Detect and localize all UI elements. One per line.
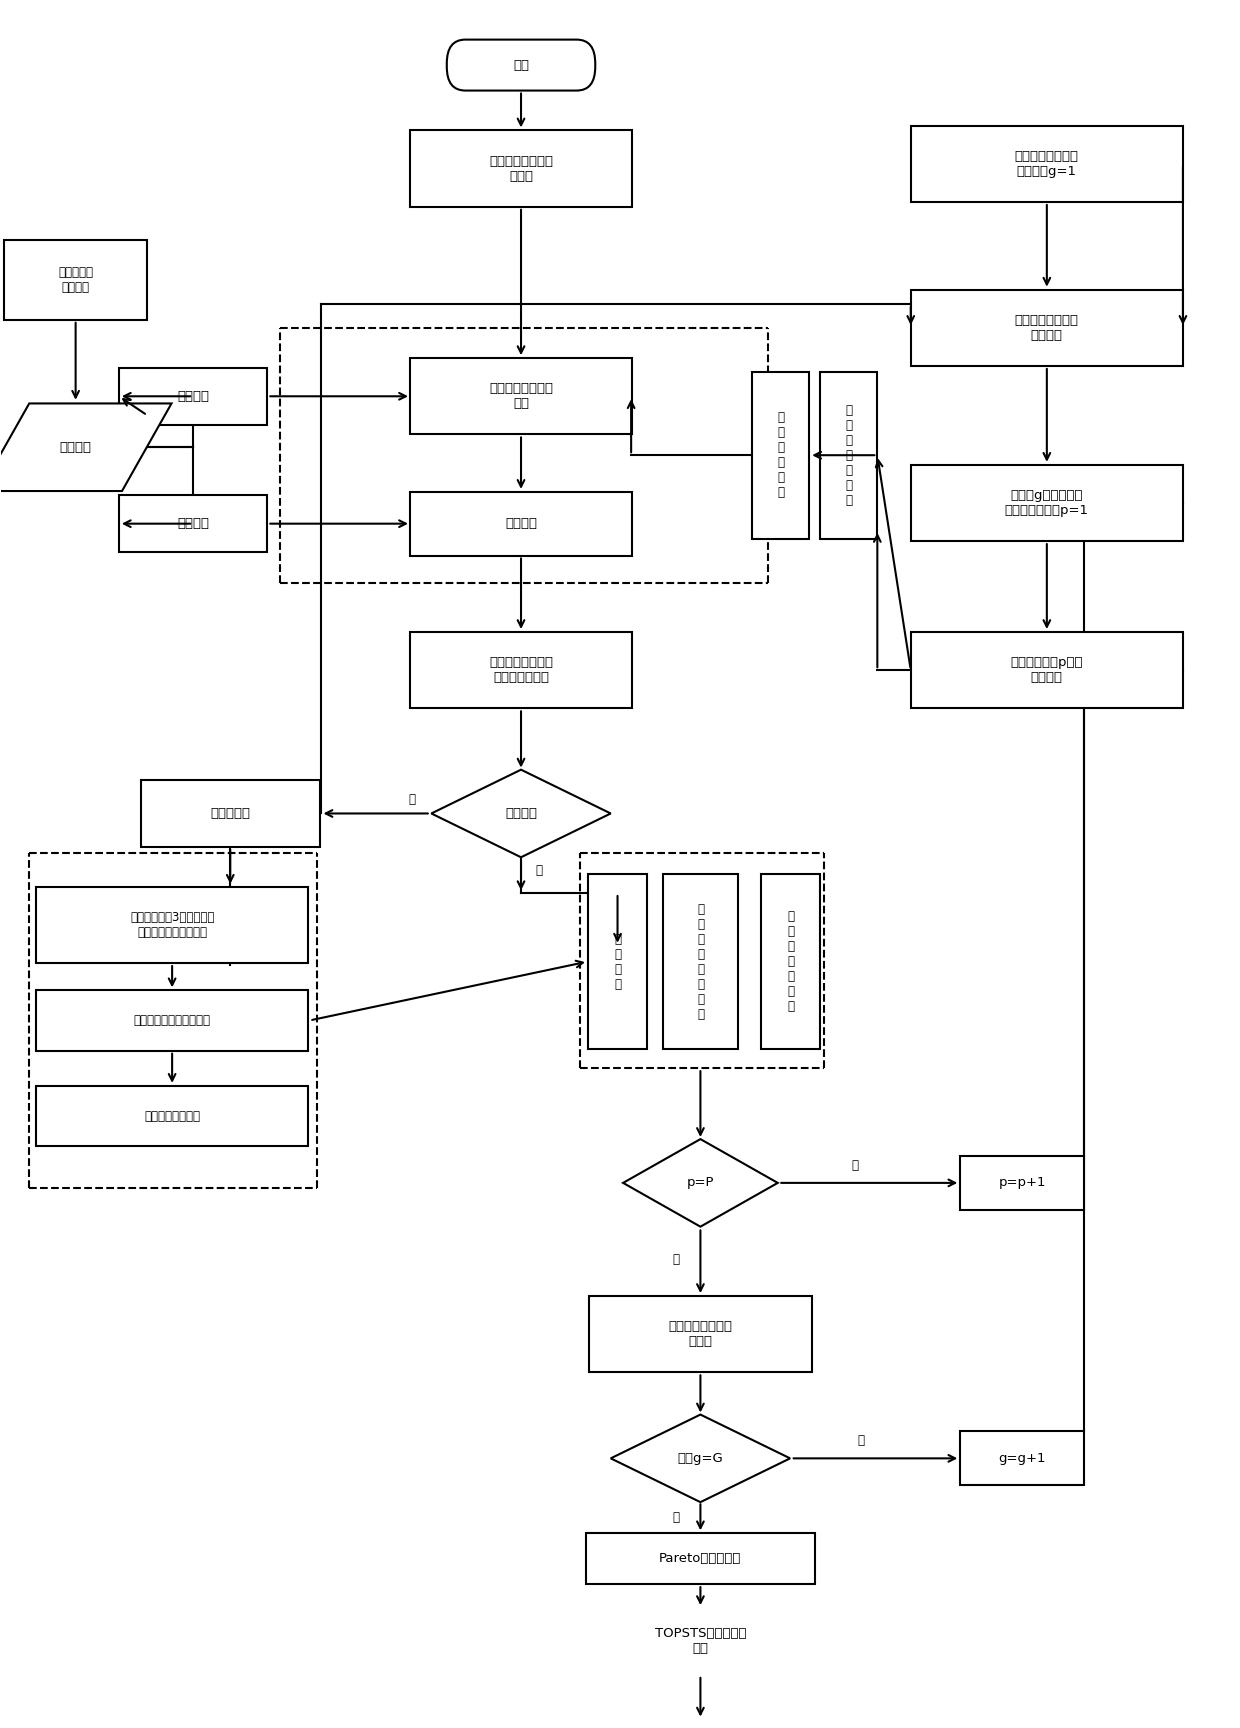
- Text: p=p+1: p=p+1: [998, 1177, 1045, 1189]
- Text: 待加工复杂
曲面工件: 待加工复杂 曲面工件: [58, 266, 93, 294]
- Polygon shape: [0, 403, 171, 491]
- Bar: [587, 1609, 815, 1674]
- Text: 广
义
模
态: 广 义 模 态: [614, 933, 621, 990]
- Text: p=P: p=P: [687, 1177, 714, 1189]
- Text: 取出种群中第p个运
动链构型: 取出种群中第p个运 动链构型: [1011, 657, 1083, 684]
- Text: 直线变换: 直线变换: [505, 517, 537, 530]
- Bar: [587, 1533, 815, 1585]
- Text: 否: 否: [858, 1434, 864, 1448]
- Bar: [409, 130, 632, 207]
- Text: 累
积
非
线
性
误
差: 累 积 非 线 性 误 差: [787, 911, 795, 1013]
- Text: Pareto最优解集合: Pareto最优解集合: [660, 1552, 742, 1566]
- Text: 是: 是: [409, 793, 415, 805]
- Text: 训练神经网络模型: 训练神经网络模型: [144, 1109, 200, 1123]
- Text: 判断实现工件成形
所需的机床运动: 判断实现工件成形 所需的机床运动: [489, 657, 553, 684]
- Bar: [409, 632, 632, 708]
- Text: 刀位数据: 刀位数据: [60, 441, 92, 454]
- Bar: [960, 1156, 1084, 1210]
- Bar: [36, 886, 309, 962]
- Text: 刀轴矢量: 刀轴矢量: [177, 517, 210, 530]
- Bar: [821, 372, 878, 539]
- Text: 无行程约束的旋转
变换: 无行程约束的旋转 变换: [489, 382, 553, 410]
- Text: 生成第g代运动链构
型种群，初始化p=1: 生成第g代运动链构 型种群，初始化p=1: [1004, 489, 1089, 517]
- Text: 代数g=G: 代数g=G: [677, 1452, 723, 1465]
- Text: 标
定
工
件
坐
标
系: 标 定 工 件 坐 标 系: [846, 404, 852, 506]
- Bar: [589, 1296, 812, 1372]
- Bar: [119, 368, 268, 425]
- Text: 是: 是: [672, 1253, 680, 1267]
- Text: 构建以机床前3阶固有频率
为输出的神经网络模型: 构建以机床前3阶固有频率 为输出的神经网络模型: [130, 911, 215, 938]
- Bar: [910, 465, 1183, 541]
- Bar: [409, 492, 632, 555]
- FancyBboxPatch shape: [446, 40, 595, 90]
- Text: 求解运动链设计计
算模型: 求解运动链设计计 算模型: [668, 1320, 733, 1348]
- Bar: [36, 1085, 309, 1146]
- Bar: [5, 240, 146, 320]
- Text: 否: 否: [852, 1159, 858, 1172]
- Bar: [910, 126, 1183, 202]
- Text: 计
算
各
目
标
函
数
值: 计 算 各 目 标 函 数 值: [697, 902, 704, 1021]
- Text: 刀位矢量: 刀位矢量: [177, 391, 210, 403]
- Bar: [753, 372, 810, 539]
- Bar: [663, 874, 738, 1049]
- Bar: [140, 779, 320, 847]
- Text: 初始化运动链构型
种群代数g=1: 初始化运动链构型 种群代数g=1: [1014, 150, 1079, 178]
- Text: 构建运动链设计计
算模型: 构建运动链设计计 算模型: [489, 154, 553, 183]
- Bar: [960, 1431, 1084, 1486]
- Polygon shape: [611, 1415, 790, 1502]
- Polygon shape: [432, 769, 611, 857]
- Text: 否: 否: [536, 864, 543, 878]
- Text: 计
算
机
床
姿
态: 计 算 机 床 姿 态: [777, 411, 785, 499]
- Text: 配置运动链构型各
设计变量: 配置运动链构型各 设计变量: [1014, 314, 1079, 342]
- Text: 使用试验法得到学习样本: 使用试验法得到学习样本: [134, 1014, 211, 1026]
- Bar: [761, 874, 821, 1049]
- Text: 运动链重构: 运动链重构: [211, 807, 250, 821]
- Text: TOPSTS多标准决策
分析: TOPSTS多标准决策 分析: [655, 1628, 746, 1655]
- Bar: [409, 358, 632, 434]
- Text: 是: 是: [672, 1510, 680, 1524]
- Bar: [588, 874, 647, 1049]
- Bar: [36, 990, 309, 1051]
- Text: g=g+1: g=g+1: [998, 1452, 1045, 1465]
- Text: 开始: 开始: [513, 59, 529, 71]
- Bar: [119, 494, 268, 553]
- Bar: [910, 290, 1183, 366]
- Bar: [910, 632, 1183, 708]
- Polygon shape: [622, 1139, 777, 1227]
- Text: 修正构型: 修正构型: [505, 807, 537, 821]
- FancyBboxPatch shape: [587, 1719, 815, 1728]
